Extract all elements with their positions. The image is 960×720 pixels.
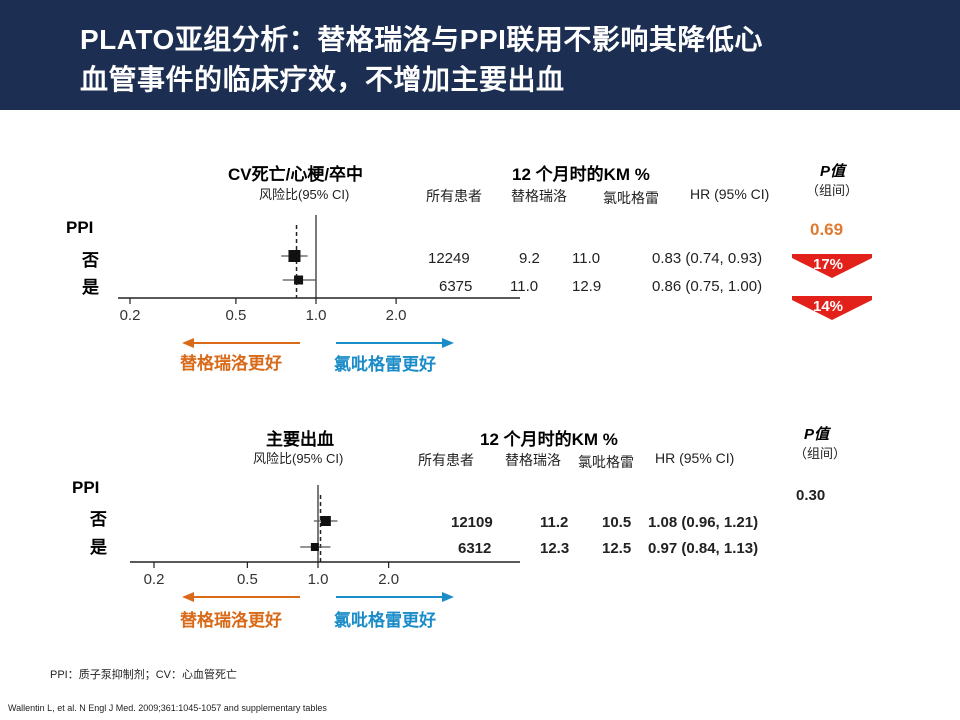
- panel1-x-tick-label: 0.2: [120, 307, 141, 324]
- panel2-row-n: 12109: [451, 514, 493, 531]
- reference: Wallentin L, et al. N Engl J Med. 2009;3…: [8, 703, 327, 713]
- panel1-x-tick-label: 1.0: [306, 307, 327, 324]
- panel1-hr-point: [294, 275, 304, 285]
- panel1-row-ticagrelor: 11.0: [510, 278, 539, 295]
- panel2-x-tick-label: 0.2: [144, 571, 165, 588]
- panel2-hr-point: [310, 543, 319, 551]
- panel1-km-header: 12 个月时的KM %: [512, 165, 650, 184]
- panel1-hr-point: [288, 250, 301, 262]
- panel2-row-hr: 0.97 (0.84, 1.13): [648, 540, 759, 557]
- panel2-title: 主要出血: [266, 430, 334, 449]
- panel2-x-tick-label: 2.0: [378, 571, 399, 588]
- panel2-col-clopidogrel: 氯吡格雷: [578, 454, 634, 470]
- reduction-arrow: [792, 296, 872, 320]
- panel1-title: CV死亡/心梗/卒中: [228, 165, 364, 184]
- panel1-group-label: PPI: [66, 218, 94, 237]
- panel1-x-tick-label: 0.5: [225, 307, 246, 324]
- panel2-arrowhead-left: [182, 592, 194, 602]
- panel2-favors-clopidogrel: 氯吡格雷更好: [334, 611, 436, 630]
- slide-title-line1: PLATO亚组分析：替格瑞洛与PPI联用不影响其降低心: [80, 24, 763, 55]
- panel2-row-hr: 1.08 (0.96, 1.21): [648, 514, 759, 531]
- panel2-row-ticagrelor: 11.2: [540, 514, 569, 531]
- panel2-p-value: 0.30: [796, 487, 826, 504]
- panel1-favors-clopidogrel: 氯吡格雷更好: [334, 355, 436, 374]
- panel2-group-label: PPI: [72, 478, 100, 497]
- title-banner: PLATO亚组分析：替格瑞洛与PPI联用不影响其降低心 血管事件的临床疗效，不增…: [0, 0, 960, 110]
- panel1-row-hr: 0.86 (0.75, 1.00): [652, 278, 763, 295]
- panel2-col-hr: HR (95% CI): [655, 450, 735, 466]
- panel2-p-header: P值: [804, 426, 830, 443]
- panel1-row-clopidogrel: 11.0: [572, 250, 601, 267]
- panel1-col-hr: HR (95% CI): [690, 186, 770, 202]
- panel2-x-tick-label: 1.0: [308, 571, 329, 588]
- panel2-row-label: 否: [90, 510, 107, 529]
- reduction-badge: 17%: [812, 256, 844, 273]
- panel2-col-all: 所有患者: [418, 452, 474, 468]
- panel1-col-ticagrelor: 替格瑞洛: [511, 188, 567, 204]
- panel2-row-label: 是: [90, 538, 107, 557]
- panel1-row-clopidogrel: 12.9: [572, 278, 602, 295]
- panel2-row-clopidogrel: 10.5: [602, 514, 632, 531]
- panel2-row-clopidogrel: 12.5: [602, 540, 632, 557]
- panel1-row-label: 是: [82, 278, 99, 297]
- panel1-col-clopidogrel: 氯吡格雷: [603, 190, 659, 206]
- panel1-arrowhead-left: [182, 338, 194, 348]
- panel1-x-tick-label: 2.0: [386, 307, 407, 324]
- panel2-col-ticagrelor: 替格瑞洛: [505, 452, 561, 468]
- footnote: PPI：质子泵抑制剂；CV：心血管死亡: [50, 669, 238, 681]
- panel1-row-label: 否: [82, 251, 99, 270]
- reduction-arrow: [792, 254, 872, 278]
- panel2-favors-ticagrelor: 替格瑞洛更好: [180, 611, 282, 630]
- panel1-row-ticagrelor: 9.2: [519, 250, 540, 267]
- panel1-p-value: 0.69: [810, 220, 844, 239]
- panel1-row-hr: 0.83 (0.74, 0.93): [652, 250, 763, 267]
- panel2-km-header: 12 个月时的KM %: [480, 430, 618, 449]
- panel1-favors-ticagrelor: 替格瑞洛更好: [180, 354, 282, 373]
- panel1-p-sub: （组间）: [806, 183, 859, 198]
- panel2-row-n: 6312: [458, 540, 492, 557]
- panel2-subtitle: 风险比(95% CI): [253, 451, 344, 466]
- panel2-hr-point: [320, 516, 331, 526]
- panel2-p-sub: （组间）: [794, 446, 847, 461]
- panel2-arrowhead-right: [442, 592, 454, 602]
- panel1-row-n: 12249: [428, 250, 470, 267]
- panel1-col-all: 所有患者: [426, 188, 482, 204]
- panel2-x-tick-label: 0.5: [237, 571, 258, 588]
- panel1-subtitle: 风险比(95% CI): [259, 187, 350, 202]
- slide-title-line2: 血管事件的临床疗效，不增加主要出血: [80, 64, 565, 95]
- panel1-row-n: 6375: [439, 278, 473, 295]
- panel1-arrowhead-right: [442, 338, 454, 348]
- reduction-badge: 14%: [812, 298, 844, 315]
- panel2-row-ticagrelor: 12.3: [540, 540, 570, 557]
- panel1-p-header: P值: [820, 163, 846, 180]
